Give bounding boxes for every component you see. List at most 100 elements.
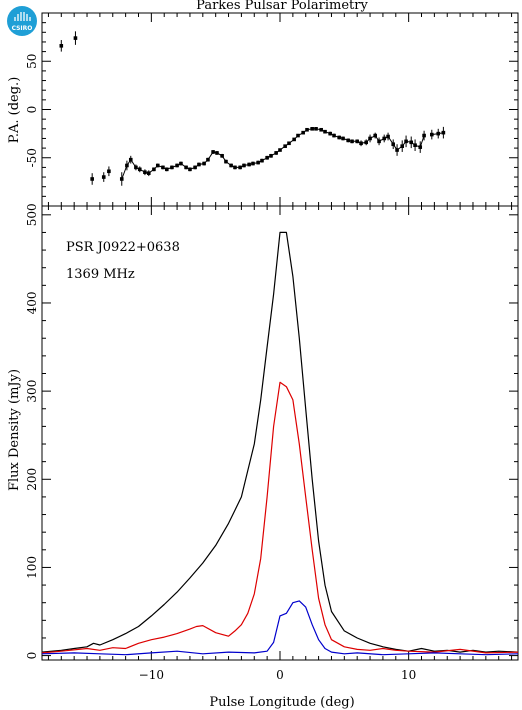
pa-point (269, 154, 273, 158)
pa-point (211, 150, 215, 154)
pa-point (337, 135, 341, 140)
chart-title: Parkes Pulsar Polarimetry (196, 0, 368, 13)
x-tick-label: −10 (139, 668, 164, 682)
pa-point (90, 177, 94, 181)
pa-point (359, 141, 363, 146)
pa-point (422, 133, 426, 138)
pa-point (413, 143, 417, 148)
frequency-annotation: 1369 MHz (66, 267, 135, 282)
pa-point (278, 148, 282, 152)
pa-point (355, 139, 359, 144)
pa-point (323, 129, 327, 134)
x-tick-label: 0 (276, 668, 284, 682)
pa-point (179, 161, 183, 166)
flux-axis-label: Flux Density (mJy) (7, 369, 22, 491)
flux-ytick-label: 400 (25, 292, 39, 315)
pa-point (128, 157, 133, 162)
pa-axis-label: P.A. (deg.) (7, 77, 22, 144)
pa-point (134, 165, 138, 170)
pa-point (404, 139, 408, 144)
pa-point (373, 133, 377, 138)
pa-point (436, 131, 441, 136)
pa-point (256, 160, 260, 165)
pa-point (59, 44, 64, 48)
pa-point (197, 162, 201, 167)
pa-point (314, 127, 318, 131)
pa-panel-frame (41, 12, 519, 207)
pa-point (400, 144, 405, 148)
csiro-logo: CSIRO (7, 6, 37, 36)
csiro-logo-text: CSIRO (12, 25, 33, 32)
flux-ytick-label: 100 (25, 556, 39, 579)
pa-point (242, 163, 246, 168)
total-intensity-line (41, 231, 519, 653)
flux-ytick-label: 300 (25, 380, 39, 403)
flux-ytick-label: 0 (25, 652, 39, 660)
x-axis-label: Pulse Longitude (deg) (209, 695, 354, 710)
pa-curve (121, 128, 444, 180)
pa-point (418, 145, 423, 149)
pa-point (247, 162, 251, 167)
linear-polarization-line (41, 381, 519, 654)
pa-point (101, 175, 106, 179)
pa-point (409, 140, 414, 145)
pa-point (175, 163, 179, 168)
pa-point (184, 165, 188, 170)
pa-ytick-label: -50 (25, 148, 39, 167)
pa-ytick-label: 0 (25, 106, 39, 114)
flux-ytick-label: 500 (25, 203, 39, 226)
pa-point (350, 139, 354, 144)
pa-point (386, 134, 390, 139)
pa-point (364, 140, 368, 145)
pa-point (319, 127, 323, 132)
pa-point (251, 161, 255, 166)
pa-point (202, 161, 206, 166)
pa-point (332, 133, 336, 138)
pa-point (224, 159, 228, 164)
pa-point (229, 163, 233, 168)
pa-point (292, 137, 296, 142)
pa-point (170, 165, 174, 170)
pa-point (73, 36, 78, 40)
pa-series (59, 31, 446, 186)
pa-point (233, 165, 237, 170)
pa-point (287, 141, 291, 146)
circular-polarization-line (41, 600, 519, 656)
pa-point (328, 131, 332, 136)
pa-point (107, 169, 111, 174)
pa-point (283, 144, 287, 148)
pa-point (430, 132, 434, 137)
pa-point (341, 136, 345, 141)
pa-point (155, 163, 160, 168)
pa-point (215, 151, 219, 155)
pa-point (301, 130, 305, 135)
pa-point (193, 165, 197, 170)
pa-axes: -50 0 50 (25, 13, 518, 206)
pa-point (119, 177, 124, 181)
pa-point (296, 133, 300, 138)
pa-point (220, 154, 224, 158)
pa-point (143, 170, 147, 175)
pa-point (125, 163, 129, 168)
flux-series (41, 231, 519, 656)
pa-point (391, 142, 396, 147)
pa-point (164, 167, 169, 172)
x-tick-label: 10 (401, 668, 416, 682)
pa-point (377, 139, 381, 144)
pa-point (238, 165, 242, 170)
pa-point (368, 136, 372, 141)
pa-point (161, 165, 165, 170)
pa-ytick-label: 50 (25, 54, 39, 69)
pa-point (310, 127, 314, 131)
pa-point (265, 155, 269, 160)
pa-point (152, 167, 156, 172)
pa-point (206, 157, 210, 162)
pa-point (395, 148, 399, 152)
pulsar-name-annotation: PSR J0922+0638 (66, 240, 180, 255)
pa-point (441, 130, 446, 135)
pa-point (260, 158, 264, 163)
flux-ytick-label: 200 (25, 468, 39, 491)
pa-point (382, 136, 387, 141)
pa-point (274, 151, 278, 155)
